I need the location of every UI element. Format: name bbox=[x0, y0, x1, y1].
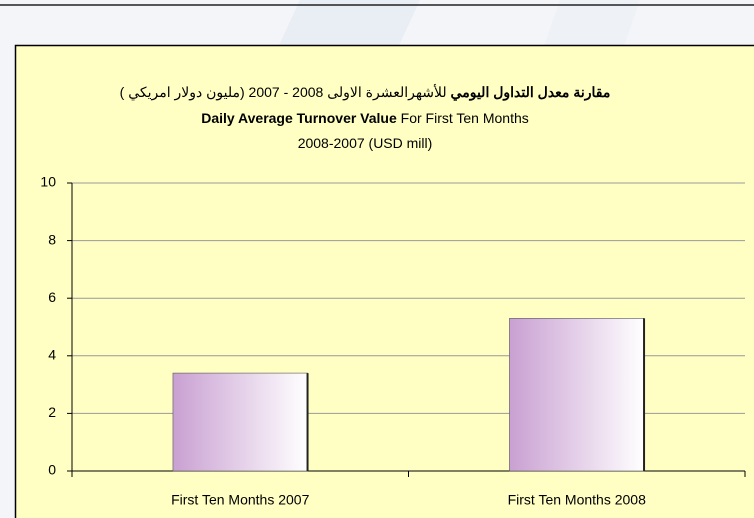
title-bold: Daily Average Turnover Value bbox=[201, 110, 397, 126]
y-tick-label: 6 bbox=[48, 289, 56, 305]
title-line: Daily Average Turnover Value For First T… bbox=[15, 110, 715, 126]
title-line: مقارنة معدل التداول اليومي للأشهرالعشرة … bbox=[15, 84, 715, 101]
bar bbox=[172, 372, 308, 472]
y-tick-label: 0 bbox=[48, 462, 56, 478]
bar bbox=[509, 318, 645, 472]
x-tick-label: First Ten Months 2007 bbox=[171, 492, 309, 508]
x-tick-label: First Ten Months 2008 bbox=[508, 492, 646, 508]
title-bold: مقارنة معدل التداول اليومي bbox=[450, 84, 611, 100]
title-text: للأشهرالعشرة الاولى 2008 - 2007 (مليون د… bbox=[119, 84, 447, 100]
y-tick-label: 8 bbox=[48, 231, 56, 247]
y-tick-label: 4 bbox=[48, 347, 56, 363]
title-line: 2008-2007 (USD mill) bbox=[15, 135, 715, 151]
y-tick-label: 2 bbox=[48, 404, 56, 420]
title-text: 2008-2007 (USD mill) bbox=[297, 135, 433, 151]
y-tick-label: 10 bbox=[40, 174, 56, 190]
title-text: For First Ten Months bbox=[400, 110, 529, 126]
